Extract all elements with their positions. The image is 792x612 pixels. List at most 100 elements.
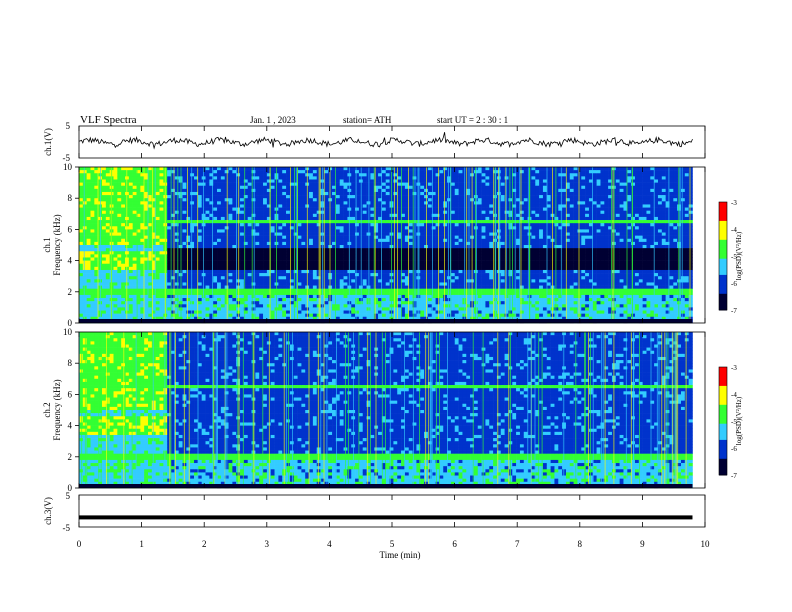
spectrogram-cell [220, 288, 225, 293]
spectrogram-cell [289, 210, 295, 215]
spectrogram-cell [167, 257, 172, 261]
spectrogram-cell [286, 301, 291, 305]
spectrogram-cell [240, 238, 245, 243]
spectrogram-cell [301, 251, 306, 255]
spectrogram-cell [312, 316, 318, 321]
spectrogram-cell [174, 216, 179, 221]
spectrogram-cell [312, 248, 318, 252]
spectrogram-cell [113, 307, 118, 311]
spectrogram-cell [458, 245, 463, 249]
spectrogram-cell [431, 291, 436, 296]
spectrogram-cell [105, 266, 110, 271]
spectrogram-cell [312, 276, 318, 280]
spectrogram-cell [151, 210, 156, 215]
spectrogram-cell [335, 279, 341, 283]
spectrogram-cell [105, 188, 110, 193]
spectrogram-cell [251, 282, 256, 286]
spectrogram-cell [301, 307, 306, 311]
spectrogram-cell [301, 298, 306, 302]
spectrogram-cell [339, 185, 344, 190]
spectrogram-cell [362, 301, 367, 305]
spectrogram-cell [144, 257, 149, 261]
spectrogram-cell [171, 279, 176, 283]
spectrogram-cell [393, 304, 398, 308]
spectrogram-cell [102, 229, 107, 233]
spectrogram-cell [355, 232, 360, 236]
spectrogram-cell [393, 213, 398, 218]
spectrogram-cell [397, 195, 402, 199]
spectrogram-cell [401, 232, 406, 236]
spectrogram-cell [182, 285, 187, 289]
spectrogram-cell [447, 273, 452, 277]
spectrogram-cell [408, 269, 413, 274]
spectrogram-cell [293, 216, 298, 221]
spectrogram-cell [427, 279, 433, 283]
spectrogram-cell [224, 269, 229, 274]
spectrogram-cell [82, 213, 87, 218]
spectrogram-cell [339, 273, 344, 277]
spectrogram-cell [381, 251, 387, 255]
spectrogram-cell [263, 238, 268, 243]
spectrogram-cell [190, 276, 195, 280]
spectrogram-cell [439, 213, 444, 218]
spectrogram-cell [132, 213, 137, 218]
spectrogram-cell [243, 232, 248, 236]
spectrogram-cell [190, 229, 195, 233]
spectrogram-cell [243, 260, 248, 265]
spectrogram-cell [397, 307, 402, 311]
spectrogram-cell [82, 254, 87, 258]
spectrogram-cell [416, 170, 421, 174]
spectrogram-cell [324, 238, 329, 243]
spectrogram-cell [335, 282, 341, 286]
spectrogram-cell [79, 245, 84, 249]
spectrogram-cell [240, 310, 245, 314]
spectrogram-cell [136, 294, 141, 299]
spectrogram-cell [151, 307, 156, 311]
spectrogram-cell [174, 307, 179, 311]
spectrogram-cell [220, 210, 225, 215]
spectrogram-cell [236, 316, 241, 321]
spectrogram-cell [171, 232, 176, 236]
spectrogram-cell [385, 235, 390, 240]
spectrogram-cell [374, 276, 379, 280]
spectrogram-cell [205, 316, 210, 321]
spectrogram-cell [205, 257, 210, 261]
spectrogram-cell [450, 223, 456, 227]
spectrogram-cell [159, 266, 164, 271]
spectrogram-cell [94, 229, 99, 233]
spectrogram-cell [136, 226, 141, 230]
spectrogram-cell [278, 285, 283, 289]
spectrogram-cell [355, 273, 360, 277]
spectrogram-cell [458, 204, 463, 208]
spectrogram-cell [293, 316, 298, 321]
spectrogram-cell [205, 291, 210, 296]
spectrogram-cell [240, 188, 245, 193]
spectrogram-cell [324, 310, 329, 314]
spectrogram-cell [232, 285, 237, 289]
spectrogram-cell [82, 229, 87, 233]
spectrogram-cell [378, 288, 383, 293]
spectrogram-cell [79, 207, 84, 211]
spectrogram-cell [443, 266, 448, 271]
spectrogram-cell [159, 179, 164, 183]
spectrogram-cell [90, 269, 95, 274]
spectrogram-cell [435, 304, 440, 308]
spectrogram-cell [251, 269, 256, 274]
spectrogram-cell [79, 170, 84, 174]
spectrogram-cell [324, 241, 329, 246]
spectrogram-cell [240, 304, 245, 308]
spectrogram-cell [408, 167, 413, 171]
spectrogram-cell [312, 207, 318, 211]
spectrogram-cell [393, 241, 398, 246]
spectrogram-cell [236, 182, 241, 187]
spectrogram-cell [270, 170, 275, 174]
spectrogram-cell [79, 298, 84, 302]
spectrogram-cell [416, 304, 421, 308]
spectrogram-cell [374, 245, 379, 249]
spectrogram-cell [416, 173, 421, 177]
spectrogram-cell [105, 176, 110, 180]
spectrogram-cell [293, 198, 298, 202]
spectrogram-cell [247, 185, 252, 190]
spectrogram-cell [439, 232, 444, 236]
spectrogram-cell [236, 170, 241, 174]
